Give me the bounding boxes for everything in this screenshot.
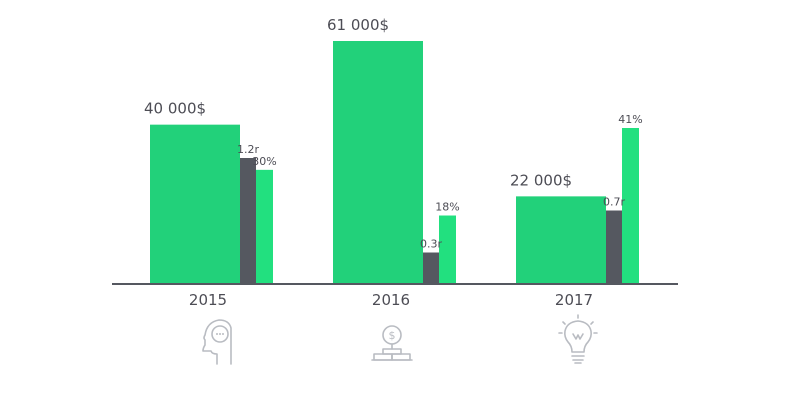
percent-bar-2017 — [622, 128, 639, 284]
x-tick-label-2017: 2017 — [555, 291, 593, 309]
bars-layer — [150, 41, 639, 285]
head-idea-icon — [202, 319, 232, 365]
lightbulb-icon — [558, 314, 598, 364]
revenue-bar-2017 — [516, 196, 606, 284]
ratio-label-2016: 0.3r — [420, 238, 442, 251]
percent-label-2015: 30% — [252, 155, 276, 168]
money-stack-icon: $ — [371, 325, 413, 361]
revenue-bar-2016 — [333, 41, 423, 284]
revenue-label-2015: 40 000$ — [144, 100, 206, 118]
revenue-label-2016: 61 000$ — [327, 16, 389, 34]
ratio-bar-2016 — [423, 252, 439, 284]
revenue-bar-2015 — [150, 124, 240, 285]
ratio-label-2015: 1.2r — [237, 143, 259, 156]
svg-text:$: $ — [389, 329, 396, 342]
ratio-label-2017: 0.7r — [603, 196, 625, 209]
ratio-bar-2015 — [240, 158, 256, 284]
x-tick-label-2015: 2015 — [189, 291, 227, 309]
percent-label-2017: 41% — [618, 113, 642, 126]
revenue-label-2017: 22 000$ — [510, 171, 572, 189]
x-tick-label-2016: 2016 — [372, 291, 410, 309]
percent-bar-2016 — [439, 215, 456, 284]
ratio-bar-2017 — [606, 210, 622, 284]
percent-label-2016: 18% — [435, 201, 459, 214]
percent-bar-2015 — [256, 169, 273, 284]
